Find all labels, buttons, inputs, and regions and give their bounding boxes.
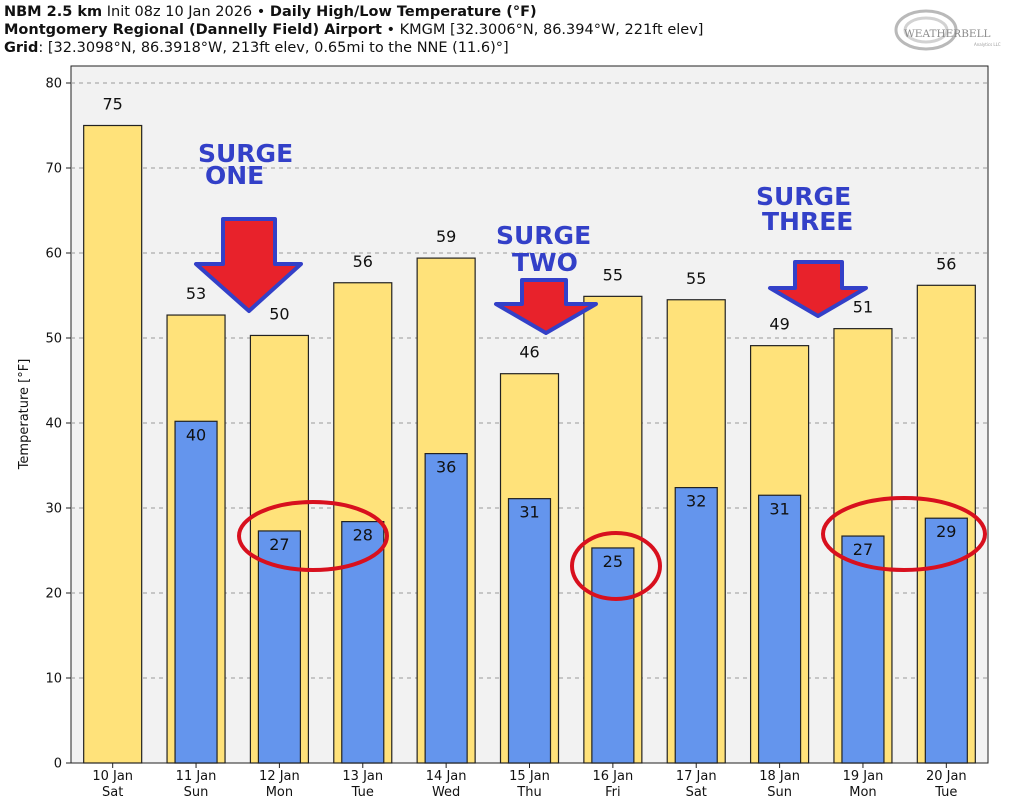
station-name: Montgomery Regional (Dannelly Field) Air… (4, 22, 382, 38)
surge-three-annotation: SURGE THREE (756, 182, 868, 318)
high-bar (83, 124, 143, 764)
station-line: Montgomery Regional (Dannelly Field) Air… (4, 22, 703, 39)
x-tick-date: 16 Jan (593, 769, 634, 784)
x-tick-date: 15 Jan (509, 769, 550, 784)
x-tick-date: 20 Jan (926, 769, 967, 784)
high-bar-label: 55 (686, 269, 706, 288)
low-bar (174, 420, 218, 764)
x-tick-date: 17 Jan (676, 769, 717, 784)
surge-one-annotation: SURGE ONE (194, 139, 303, 313)
low-bar-label: 31 (769, 499, 789, 518)
high-bar-label: 55 (603, 265, 623, 284)
surge-two-annotation: SURGE TWO (494, 221, 598, 335)
low-bar (507, 498, 552, 764)
low-bar (841, 535, 885, 764)
x-tick-date: 11 Jan (176, 769, 217, 784)
y-tick-label: 30 (45, 502, 62, 517)
low-bar (924, 517, 968, 764)
high-bar-label: 75 (103, 95, 123, 114)
y-tick-label: 70 (45, 162, 62, 177)
high-bar-label: 59 (436, 227, 456, 246)
x-tick-weekday: Mon (849, 785, 876, 800)
y-tick-label: 60 (45, 247, 62, 262)
low-bar-label: 25 (603, 552, 623, 571)
surge-two-line1: SURGE (496, 221, 591, 250)
low-bar-label: 32 (686, 492, 706, 511)
highlight-circles (237, 496, 987, 601)
x-tick-date: 13 Jan (342, 769, 383, 784)
x-tick-weekday: Mon (266, 785, 293, 800)
low-bar (591, 547, 635, 764)
x-tick-weekday: Sat (102, 785, 123, 800)
init-time: Init 08z 10 Jan 2026 • (102, 4, 270, 20)
high-bar-label: 50 (269, 304, 289, 323)
high-bar-label: 49 (769, 315, 789, 334)
circle-19-20-jan (821, 496, 987, 572)
high-bar-label: 46 (519, 343, 539, 362)
low-bar (757, 494, 802, 764)
x-tick-date: 18 Jan (759, 769, 800, 784)
y-axis: 0 10 20 30 40 50 60 70 80 (45, 77, 71, 772)
grid-label: Grid (4, 40, 39, 56)
x-tick-weekday: Sun (184, 785, 209, 800)
product-name: Daily High/Low Temperature (°F) (269, 4, 537, 20)
surge-two-line2: TWO (512, 248, 578, 277)
low-bar (424, 453, 468, 764)
y-tick-label: 50 (45, 332, 62, 347)
svg-text:WEATHERBELL: WEATHERBELL (904, 28, 991, 40)
model-name: NBM 2.5 km (4, 4, 103, 20)
surge-three-line2: THREE (762, 207, 853, 236)
x-tick-date: 12 Jan (259, 769, 300, 784)
x-tick-weekday: Sun (767, 785, 792, 800)
y-tick-label: 10 (45, 672, 62, 687)
x-tick-date: 10 Jan (92, 769, 133, 784)
x-tick-weekday: Tue (351, 785, 374, 800)
low-bar-label: 36 (436, 458, 456, 477)
weatherbell-logo: WEATHERBELL Analytics LLC (894, 9, 1001, 51)
y-axis-label: Temperature [°F] (17, 359, 32, 471)
x-tick-weekday: Sat (686, 785, 707, 800)
station-coords: • KMGM [32.3006°N, 86.394°W, 221ft elev] (381, 22, 704, 38)
surge-three-line1: SURGE (756, 182, 851, 211)
y-tick-label: 80 (45, 77, 62, 92)
svg-text:Analytics LLC: Analytics LLC (974, 42, 1001, 47)
y-tick-label: 20 (45, 587, 62, 602)
low-bar-label: 31 (519, 503, 539, 522)
grid-line: Grid: [32.3098°N, 86.3918°W, 213ft elev,… (4, 40, 509, 57)
low-bar-label: 29 (936, 522, 956, 541)
surge-one-line1: SURGE (198, 139, 293, 168)
high-bar-label: 56 (936, 254, 956, 273)
surge-one-line2: ONE (205, 161, 264, 190)
surge-two-arrow-icon (494, 278, 598, 335)
x-tick-date: 19 Jan (843, 769, 884, 784)
chart-title: NBM 2.5 km Init 08z 10 Jan 2026 • Daily … (4, 4, 537, 21)
circle-16-jan (570, 531, 662, 601)
x-tick-weekday: Tue (934, 785, 957, 800)
low-bar-label: 28 (353, 526, 373, 545)
high-bar-label: 51 (853, 298, 873, 317)
low-bar-label: 27 (269, 535, 289, 554)
x-tick-date: 14 Jan (426, 769, 467, 784)
surge-one-arrow-icon (194, 217, 303, 313)
low-bar (674, 487, 718, 764)
x-tick-weekday: Fri (605, 785, 621, 800)
x-tick-weekday: Wed (432, 785, 460, 800)
y-tick-label: 0 (54, 757, 62, 772)
low-bar-label: 40 (186, 425, 206, 444)
circle-12-13-jan (237, 500, 389, 572)
x-tick-weekday: Thu (516, 785, 541, 800)
low-bar-label: 27 (853, 540, 873, 559)
low-bar (341, 520, 385, 764)
high-bar-label: 53 (186, 284, 206, 303)
grid-coords: : [32.3098°N, 86.3918°W, 213ft elev, 0.6… (38, 40, 509, 56)
high-bar-label: 56 (353, 252, 373, 271)
y-tick-label: 40 (45, 417, 62, 432)
surge-three-arrow-icon (768, 260, 868, 318)
